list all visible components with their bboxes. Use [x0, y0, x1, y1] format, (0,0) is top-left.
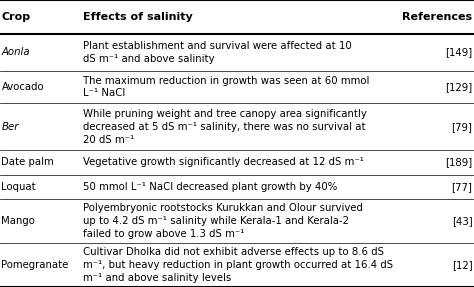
Text: Effects of salinity: Effects of salinity: [83, 12, 193, 22]
Text: Vegetative growth significantly decreased at 12 dS m⁻¹: Vegetative growth significantly decrease…: [83, 158, 364, 167]
Text: [189]: [189]: [446, 158, 473, 167]
Text: [79]: [79]: [452, 122, 473, 132]
Text: Pomegranate: Pomegranate: [1, 260, 69, 270]
Text: Date palm: Date palm: [1, 158, 54, 167]
Text: Crop: Crop: [1, 12, 30, 22]
Text: [149]: [149]: [446, 47, 473, 57]
Text: Polyembryonic rootstocks Kurukkan and Olour survived
up to 4.2 dS m⁻¹ salinity w: Polyembryonic rootstocks Kurukkan and Ol…: [83, 203, 363, 238]
Text: 50 mmol L⁻¹ NaCl decreased plant growth by 40%: 50 mmol L⁻¹ NaCl decreased plant growth …: [83, 182, 337, 192]
Text: Cultivar Dholka did not exhibit adverse effects up to 8.6 dS
m⁻¹, but heavy redu: Cultivar Dholka did not exhibit adverse …: [83, 247, 393, 283]
Text: Loquat: Loquat: [1, 182, 36, 192]
Text: [43]: [43]: [452, 216, 473, 226]
Text: [12]: [12]: [452, 260, 473, 270]
Text: Aonla: Aonla: [1, 47, 30, 57]
Text: References: References: [402, 12, 473, 22]
Text: [77]: [77]: [452, 182, 473, 192]
Text: While pruning weight and tree canopy area significantly
decreased at 5 dS m⁻¹ sa: While pruning weight and tree canopy are…: [83, 109, 367, 145]
Text: Mango: Mango: [1, 216, 35, 226]
Text: Plant establishment and survival were affected at 10
dS m⁻¹ and above salinity: Plant establishment and survival were af…: [83, 41, 352, 63]
Text: Ber: Ber: [1, 122, 19, 132]
Text: The maximum reduction in growth was seen at 60 mmol
L⁻¹ NaCl: The maximum reduction in growth was seen…: [83, 75, 369, 98]
Text: Avocado: Avocado: [1, 82, 44, 92]
Text: [129]: [129]: [446, 82, 473, 92]
